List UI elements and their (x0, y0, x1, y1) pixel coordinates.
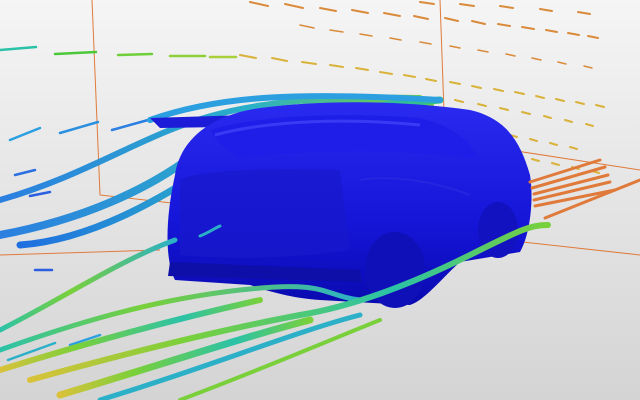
car-body (150, 102, 532, 308)
streamlines-right (528, 158, 640, 220)
streamlines-front (0, 222, 551, 400)
velocity-vector-field-left (0, 45, 238, 362)
velocity-vector-field-upper (239, 1, 605, 174)
